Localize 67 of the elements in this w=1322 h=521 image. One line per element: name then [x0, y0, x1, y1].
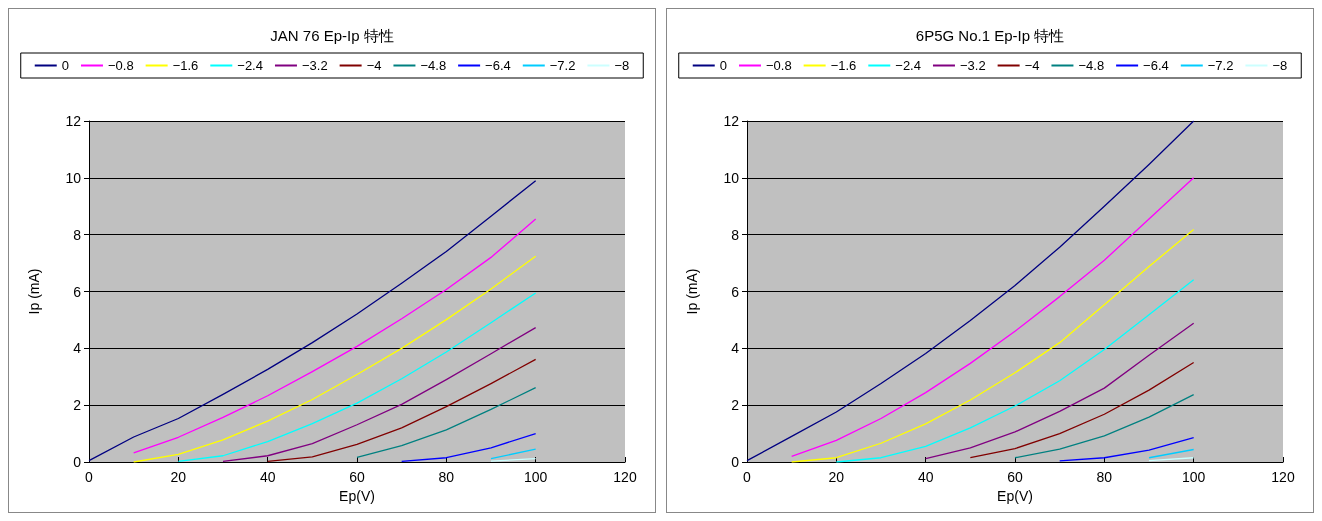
x-tick-label: 120 — [613, 469, 637, 485]
line-series — [925, 322, 1195, 460]
line-series — [133, 218, 537, 454]
x-tick-label: 0 — [85, 469, 94, 485]
legend-label: −4.8 — [420, 58, 447, 73]
x-tick-label: 20 — [828, 469, 845, 485]
y-tick-label: 12 — [723, 113, 740, 129]
chart-title: 6P5G No.1 Ep-Ip 特性 — [915, 27, 1065, 44]
y-tick-label: 4 — [73, 340, 82, 357]
legend-label: −8 — [1272, 58, 1288, 73]
legend-label: −3.2 — [301, 58, 328, 73]
line-series — [791, 228, 1195, 463]
x-axis-title: Ep(V) — [997, 487, 1033, 504]
legend-label: −1.6 — [172, 58, 199, 73]
legend-label: −4 — [366, 58, 382, 73]
legend-label: −7.2 — [1207, 58, 1234, 73]
x-tick-label: 80 — [438, 469, 455, 485]
legend-label: −2.4 — [237, 58, 263, 73]
line-series — [133, 255, 537, 463]
line-series — [969, 361, 1195, 459]
y-tick-label: 2 — [731, 397, 740, 414]
legend-label: −0.8 — [765, 58, 792, 73]
y-tick-label: 10 — [723, 169, 740, 186]
legend-label: −2.4 — [895, 58, 921, 73]
legend-label: −4 — [1024, 58, 1040, 73]
y-tick-label: 6 — [731, 283, 740, 300]
line-series — [267, 358, 537, 463]
line-series — [177, 292, 537, 463]
legend-label: −6.4 — [1143, 58, 1169, 73]
y-tick-label: 0 — [73, 454, 82, 470]
y-tick-label: 8 — [73, 226, 82, 243]
legend-label: −7.2 — [549, 58, 576, 73]
line-series — [1014, 394, 1195, 459]
legend-label: −6.4 — [485, 58, 511, 73]
legend-label: −8 — [614, 58, 630, 73]
line-series — [222, 326, 537, 463]
y-tick-label: 8 — [731, 226, 740, 243]
y-tick-label: 10 — [65, 169, 82, 186]
legend-label: −1.6 — [830, 58, 857, 73]
x-tick-label: 40 — [917, 469, 934, 485]
y-axis-title: Ip (mA) — [26, 268, 42, 315]
legend-label: −4.8 — [1078, 58, 1105, 73]
x-tick-label: 60 — [1007, 469, 1023, 485]
x-tick-label: 80 — [1096, 469, 1113, 485]
line-series — [1059, 436, 1195, 462]
line-series — [401, 432, 537, 463]
line-series — [356, 386, 537, 459]
x-tick-label: 40 — [259, 469, 276, 485]
x-tick-label: 60 — [349, 469, 365, 485]
x-tick-label: 20 — [170, 469, 187, 485]
y-tick-label: 4 — [731, 340, 740, 357]
legend-label: −3.2 — [959, 58, 986, 73]
line-series — [835, 279, 1195, 463]
y-tick-label: 2 — [73, 397, 82, 414]
line-series — [791, 177, 1195, 457]
legend-label: −0.8 — [107, 58, 134, 73]
line-series — [88, 180, 537, 462]
y-tick-label: 6 — [73, 283, 82, 300]
x-tick-label: 0 — [743, 469, 752, 485]
x-tick-label: 120 — [1271, 469, 1295, 485]
x-axis-title: Ep(V) — [339, 487, 375, 504]
y-tick-label: 12 — [65, 113, 82, 129]
y-tick-label: 0 — [731, 454, 740, 470]
x-tick-label: 100 — [1181, 469, 1206, 485]
x-tick-label: 100 — [523, 469, 548, 485]
y-axis-title: Ip (mA) — [684, 268, 700, 315]
chart-title: JAN 76 Ep-Ip 特性 — [270, 27, 394, 44]
